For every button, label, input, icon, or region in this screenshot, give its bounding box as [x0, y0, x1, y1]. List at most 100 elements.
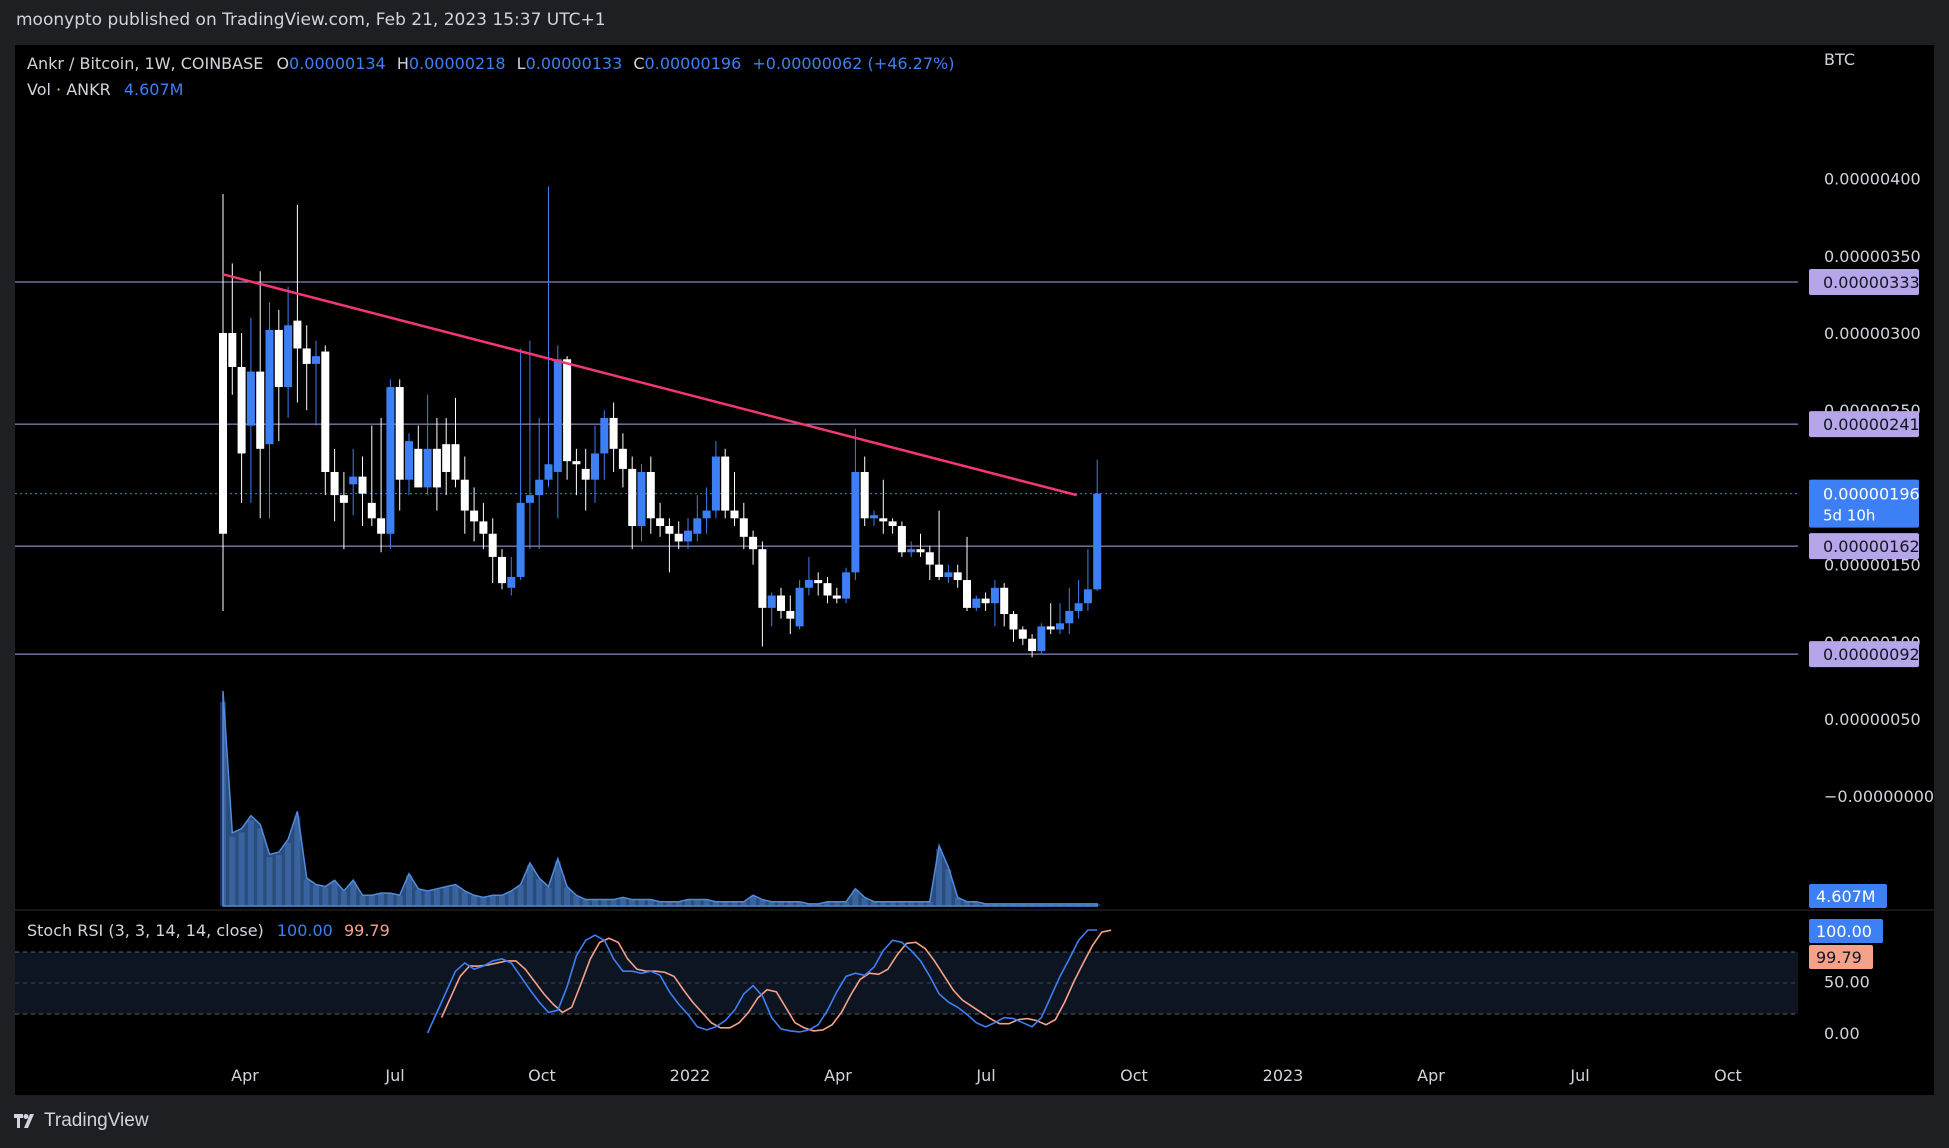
candle-body — [274, 329, 283, 388]
volume-bar — [480, 897, 487, 906]
time-tick-label: Apr — [824, 1066, 852, 1085]
price-axis[interactable]: 0.000004000.000003500.000003000.00000250… — [1824, 170, 1934, 807]
low-label: L — [516, 54, 526, 73]
volume-bar — [1029, 903, 1036, 906]
volume-bar — [824, 901, 831, 906]
volume-bar — [303, 879, 310, 906]
candle-body — [516, 502, 525, 577]
volume-bar — [229, 836, 236, 906]
candle-body — [581, 468, 590, 480]
volume-bar — [647, 899, 654, 906]
volume-series — [220, 690, 1101, 907]
volume-bar — [257, 828, 264, 906]
time-tick-label: Oct — [528, 1066, 556, 1085]
volume-bar — [861, 897, 868, 906]
symbol-name: Ankr / Bitcoin, 1W, COINBASE — [27, 54, 264, 73]
candle-body — [1046, 626, 1055, 630]
candle-body — [219, 333, 227, 534]
price-tick-label: −0.00000000 — [1824, 787, 1934, 806]
volume-bar — [926, 901, 933, 906]
candle-body — [628, 468, 637, 527]
level-badge: 0.00000162 — [1823, 537, 1920, 556]
candle-body — [721, 456, 730, 511]
candle-body — [972, 598, 981, 608]
volume-bar — [452, 885, 459, 906]
volume-bar — [833, 901, 840, 906]
chart-area[interactable] — [15, 45, 1934, 1095]
candle-body — [609, 417, 618, 449]
volume-bar — [852, 889, 859, 906]
volume-bar — [406, 875, 412, 906]
tradingview-logo-icon — [14, 1114, 34, 1128]
candle-body — [963, 580, 971, 608]
volume-bar — [322, 887, 329, 906]
volume-bar — [945, 869, 952, 906]
candle-body — [739, 518, 748, 537]
symbol-legend[interactable]: Ankr / Bitcoin, 1W, COINBASE O0.00000134… — [27, 54, 954, 73]
stoch-rsi-lines — [426, 929, 1112, 1034]
candle-body — [312, 356, 320, 364]
level-badge: 0.00000333 — [1823, 273, 1920, 292]
close-value: 0.00000196 — [644, 54, 742, 73]
time-tick-label: Jul — [384, 1066, 404, 1085]
candle-body — [730, 510, 739, 519]
volume-bar — [331, 881, 338, 906]
candle-body — [358, 476, 367, 494]
volume-badge: 4.607M — [1816, 887, 1876, 906]
volume-legend[interactable]: Vol · ANKR 4.607M — [27, 80, 183, 99]
candle-body — [544, 464, 553, 480]
candle-body — [786, 610, 795, 619]
candle-body — [405, 441, 413, 480]
volume-bar — [554, 861, 561, 906]
candle-body — [758, 549, 767, 608]
tradingview-logo[interactable]: TradingView — [14, 1110, 149, 1132]
trendline[interactable] — [222, 273, 1078, 497]
candle-body — [246, 371, 255, 426]
candle-body — [591, 453, 599, 480]
volume-bar — [1084, 903, 1091, 906]
rsi-k-value: 100.00 — [276, 921, 333, 940]
candle-body — [349, 476, 358, 485]
volume-bar — [815, 903, 822, 906]
level-badge-bg — [1809, 533, 1919, 560]
volume-bar — [1075, 903, 1082, 906]
volume-bar — [1094, 903, 1101, 906]
candle-body — [823, 583, 832, 596]
open-label: O — [276, 54, 290, 73]
volume-bar — [973, 901, 980, 906]
volume-bar — [964, 901, 970, 906]
volume-bar — [722, 901, 729, 906]
open-value: 0.00000134 — [289, 54, 386, 73]
volume-bar — [564, 887, 571, 906]
time-axis[interactable]: Apr Jul Oct 2022 Apr Jul Oct 2023 Apr Jul Oct — [231, 1066, 1742, 1085]
price-tick-label: 0.00000400 — [1824, 170, 1921, 189]
volume-bar — [526, 865, 533, 906]
time-tick-label: Apr — [231, 1066, 259, 1085]
candle-body — [944, 572, 953, 577]
rsi-d-line — [440, 929, 1112, 1032]
candle-body — [897, 526, 906, 553]
countdown-badge: 5d 10h — [1823, 507, 1875, 525]
volume-bar — [629, 899, 636, 906]
volume-bar — [982, 903, 989, 906]
volume-area — [222, 690, 1098, 907]
volume-bar — [768, 901, 775, 906]
volume-bar — [499, 895, 505, 906]
candle-body — [535, 479, 544, 496]
volume-bar — [340, 891, 347, 906]
volume-bar — [759, 899, 766, 906]
price-tick-label: 0.00000150 — [1824, 556, 1921, 575]
rsi-legend[interactable]: Stoch RSI (3, 3, 14, 14, close) 100.00 9… — [27, 921, 390, 940]
volume-bar — [694, 899, 701, 906]
candle-body — [507, 576, 516, 588]
volume-bar — [350, 881, 357, 906]
candle-body — [1074, 603, 1083, 611]
candle-body — [916, 549, 925, 553]
volume-bar — [294, 816, 301, 906]
price-badges: 0.00000333 0.00000241 0.00000162 0.00000092… — [1809, 269, 1920, 969]
volume-bar — [991, 903, 998, 906]
candle-body — [888, 521, 897, 527]
volume-bar — [285, 842, 292, 906]
volume-bar — [247, 820, 254, 906]
